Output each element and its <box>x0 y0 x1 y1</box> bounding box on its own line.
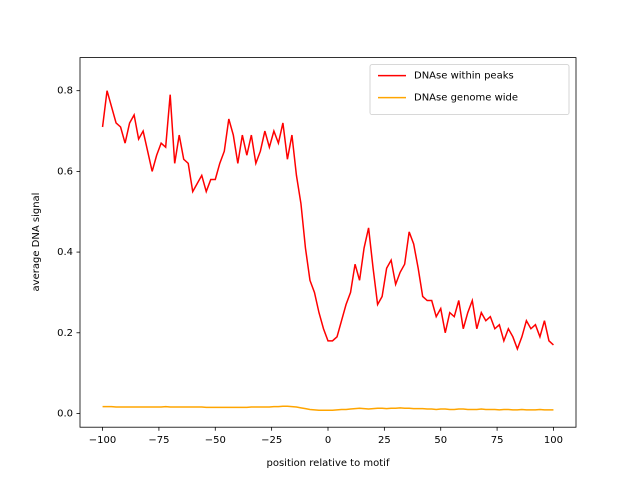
x-tick-label: −50 <box>205 435 226 446</box>
line <box>101 90 554 352</box>
x-tick-label: −75 <box>148 435 169 446</box>
y-tick-label: 0.8 <box>57 86 73 97</box>
x-tick-label: −100 <box>89 435 116 446</box>
x-tick-label: 50 <box>434 435 447 446</box>
legend-label: DNAse within peaks <box>414 71 514 82</box>
y-tick-label: 0.0 <box>57 408 73 419</box>
line <box>102 405 554 411</box>
y-tick-label: 0.2 <box>57 328 73 339</box>
x-axis-label: position relative to motif <box>267 458 390 469</box>
x-tick-label: 100 <box>544 435 563 446</box>
x-tick-label: 25 <box>378 435 391 446</box>
legend-frame <box>369 64 570 115</box>
y-axis-label: average DNA signal <box>31 193 42 292</box>
y-tick-label: 0.4 <box>57 247 73 258</box>
x-tick-label: 0 <box>325 435 331 446</box>
x-tick-label: −25 <box>261 435 282 446</box>
x-tick-label: 75 <box>491 435 504 446</box>
y-tick-label: 0.6 <box>57 166 73 177</box>
legend-label: DNAse genome wide <box>414 93 518 104</box>
